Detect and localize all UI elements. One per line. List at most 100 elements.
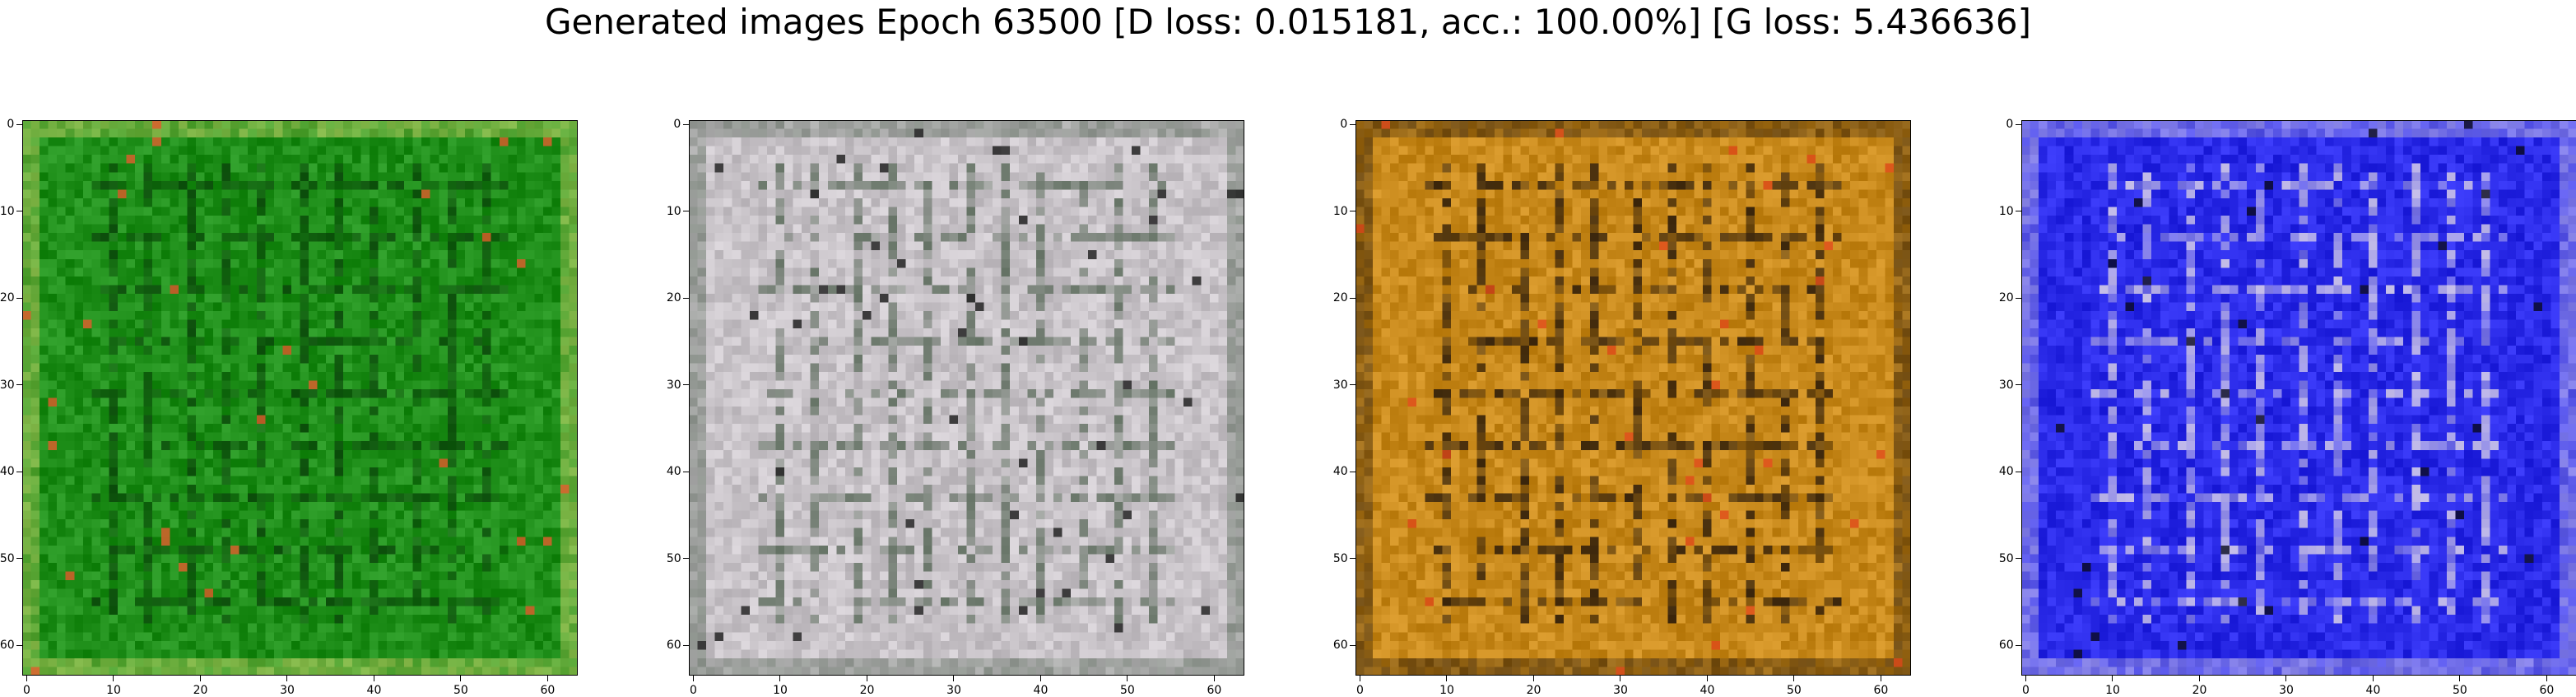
- y-tick-label: 30: [1999, 379, 2014, 391]
- y-tick-mark: [16, 124, 22, 125]
- y-tick-mark: [16, 298, 22, 299]
- y-tick-mark: [2016, 124, 2021, 125]
- y-tick-label: 10: [1999, 206, 2014, 217]
- y-tick-mark: [1350, 384, 1355, 385]
- y-tick-label: 50: [667, 553, 681, 565]
- x-tick-label: 60: [2539, 685, 2554, 696]
- y-tick-mark: [1350, 298, 1355, 299]
- x-tick-mark: [693, 676, 694, 681]
- y-tick-label: 0: [1340, 118, 1347, 130]
- x-tick-label: 30: [2279, 685, 2294, 696]
- y-tick-label: 50: [0, 553, 15, 565]
- y-tick-label: 20: [667, 292, 681, 304]
- x-tick-mark: [2112, 676, 2113, 681]
- x-tick-mark: [2199, 676, 2200, 681]
- y-tick-mark: [2016, 558, 2021, 559]
- x-tick-mark: [200, 676, 201, 681]
- x-tick-mark: [113, 676, 114, 681]
- y-tick-label: 50: [1333, 553, 1348, 565]
- x-tick-mark: [779, 676, 780, 681]
- x-tick-label: 30: [280, 685, 295, 696]
- y-tick-label: 10: [1333, 206, 1348, 217]
- axes-frame: [689, 120, 1244, 676]
- y-tick-mark: [683, 384, 689, 385]
- y-tick-label: 50: [1999, 553, 2014, 565]
- y-tick-label: 10: [667, 206, 681, 217]
- x-tick-mark: [1214, 676, 1215, 681]
- x-tick-mark: [2025, 676, 2026, 681]
- x-tick-mark: [1793, 676, 1794, 681]
- x-tick-mark: [2373, 676, 2374, 681]
- x-tick-mark: [547, 676, 548, 681]
- x-tick-mark: [2459, 676, 2460, 681]
- x-tick-label: 10: [1439, 685, 1454, 696]
- x-tick-mark: [26, 676, 27, 681]
- x-tick-label: 40: [2366, 685, 2381, 696]
- axes-frame: [22, 120, 578, 676]
- x-tick-label: 0: [2022, 685, 2030, 696]
- y-tick-label: 30: [0, 379, 15, 391]
- y-tick-mark: [1350, 124, 1355, 125]
- y-tick-mark: [16, 558, 22, 559]
- y-tick-label: 0: [2006, 118, 2013, 130]
- x-tick-mark: [1127, 676, 1128, 681]
- x-tick-label: 60: [1207, 685, 1221, 696]
- y-tick-mark: [1350, 558, 1355, 559]
- y-tick-label: 60: [1333, 639, 1348, 651]
- y-tick-mark: [16, 384, 22, 385]
- y-tick-mark: [683, 298, 689, 299]
- x-tick-mark: [1533, 676, 1534, 681]
- x-tick-label: 10: [2105, 685, 2120, 696]
- x-tick-label: 0: [690, 685, 697, 696]
- y-tick-mark: [2016, 384, 2021, 385]
- x-tick-label: 0: [23, 685, 30, 696]
- y-tick-label: 60: [1999, 639, 2014, 651]
- x-tick-mark: [1446, 676, 1447, 681]
- x-tick-label: 50: [2453, 685, 2467, 696]
- x-tick-label: 60: [540, 685, 555, 696]
- y-tick-label: 20: [1333, 292, 1348, 304]
- y-tick-label: 60: [0, 639, 15, 651]
- x-tick-mark: [2285, 676, 2286, 681]
- x-tick-label: 20: [2192, 685, 2207, 696]
- y-tick-label: 20: [0, 292, 15, 304]
- x-tick-label: 40: [1034, 685, 1049, 696]
- y-tick-label: 40: [667, 466, 681, 477]
- y-tick-mark: [16, 645, 22, 646]
- y-tick-label: 30: [1333, 379, 1348, 391]
- axes-frame: [2021, 120, 2576, 676]
- y-tick-label: 30: [667, 379, 681, 391]
- x-tick-mark: [2546, 676, 2547, 681]
- x-tick-label: 60: [1873, 685, 1888, 696]
- y-tick-mark: [2016, 298, 2021, 299]
- x-tick-label: 10: [773, 685, 788, 696]
- x-tick-label: 50: [1787, 685, 1802, 696]
- y-tick-mark: [683, 645, 689, 646]
- figure-title: Generated images Epoch 63500 [D loss: 0.…: [0, 2, 2576, 42]
- y-tick-label: 40: [1333, 466, 1348, 477]
- y-tick-label: 0: [673, 118, 681, 130]
- x-tick-mark: [1707, 676, 1708, 681]
- x-tick-label: 10: [106, 685, 121, 696]
- x-tick-label: 50: [1120, 685, 1135, 696]
- x-tick-label: 50: [453, 685, 468, 696]
- x-tick-mark: [1040, 676, 1041, 681]
- y-tick-mark: [2016, 645, 2021, 646]
- y-tick-mark: [683, 558, 689, 559]
- x-tick-label: 0: [1356, 685, 1364, 696]
- x-tick-label: 30: [1613, 685, 1628, 696]
- y-tick-label: 40: [1999, 466, 2014, 477]
- y-tick-mark: [1350, 645, 1355, 646]
- x-tick-mark: [286, 676, 287, 681]
- x-tick-label: 40: [367, 685, 382, 696]
- x-tick-label: 20: [193, 685, 208, 696]
- y-tick-label: 60: [667, 639, 681, 651]
- x-tick-label: 20: [860, 685, 875, 696]
- y-tick-label: 40: [0, 466, 15, 477]
- y-tick-label: 20: [1999, 292, 2014, 304]
- x-tick-mark: [460, 676, 461, 681]
- x-tick-label: 20: [1527, 685, 1541, 696]
- y-tick-label: 10: [0, 206, 15, 217]
- y-tick-mark: [683, 124, 689, 125]
- x-tick-label: 40: [1700, 685, 1715, 696]
